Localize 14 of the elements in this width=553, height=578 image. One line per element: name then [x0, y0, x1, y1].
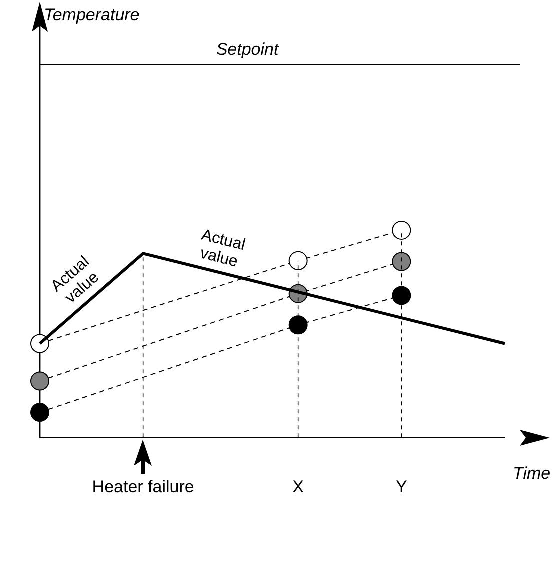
x-tick-label: Y	[396, 477, 408, 496]
text: Temperature	[44, 6, 140, 25]
point	[30, 403, 50, 422]
annotation: Actual value	[198, 226, 248, 271]
x-tick-label: X	[292, 477, 304, 496]
point	[392, 286, 412, 306]
point	[392, 220, 412, 240]
x-tick-label: Heater failure	[92, 477, 194, 496]
x-axis-title: Time	[513, 464, 551, 483]
point	[392, 252, 412, 272]
point	[288, 316, 308, 335]
ref-line-label: Setpoint	[216, 40, 280, 59]
point	[30, 372, 50, 391]
point	[288, 251, 308, 270]
